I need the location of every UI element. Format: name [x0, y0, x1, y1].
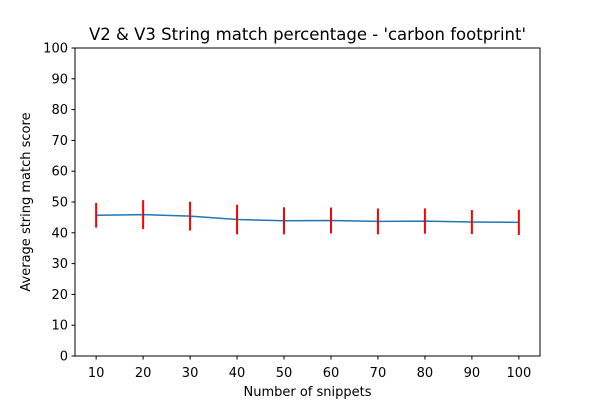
series-line-0	[96, 213, 519, 224]
x-tick-label-20: 20	[135, 366, 152, 381]
y-tick-label-100: 100	[43, 42, 68, 57]
y-tick-label-20: 20	[51, 288, 68, 303]
x-tick-label-80: 80	[417, 366, 434, 381]
y-tick-label-40: 40	[51, 226, 68, 241]
y-tick-label-70: 70	[51, 134, 68, 149]
x-tick-label-50: 50	[276, 366, 293, 381]
x-tick-label-10: 10	[88, 366, 105, 381]
x-tick-label-40: 40	[229, 366, 246, 381]
x-tick-label-100: 100	[506, 366, 531, 381]
y-tick-label-0: 0	[60, 350, 68, 365]
y-tick-label-10: 10	[51, 319, 68, 334]
y-tick-label-50: 50	[51, 196, 68, 211]
y-axis-label: Average string match score	[19, 112, 34, 291]
x-tick-label-30: 30	[182, 366, 199, 381]
plot-frame	[74, 47, 541, 357]
chart-title: V2 & V3 String match percentage - 'carbo…	[89, 25, 526, 44]
x-tick-label-60: 60	[323, 366, 340, 381]
x-tick-label-90: 90	[464, 366, 481, 381]
x-axis-label: Number of snippets	[243, 385, 371, 400]
y-tick-label-90: 90	[51, 72, 68, 87]
y-tick-label-60: 60	[51, 165, 68, 180]
y-tick-label-30: 30	[51, 257, 68, 272]
x-tick-label-70: 70	[370, 366, 387, 381]
y-tick-label-80: 80	[51, 103, 68, 118]
